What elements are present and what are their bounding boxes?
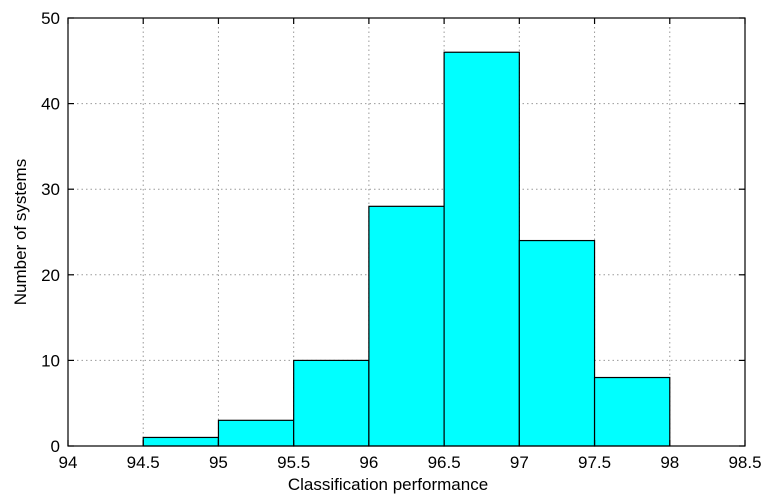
histogram-bar [443, 51, 520, 447]
y-tick-label: 10 [41, 351, 60, 370]
x-tick-label: 96.5 [428, 453, 461, 472]
x-tick-label: 97.5 [578, 453, 611, 472]
y-tick-label: 40 [41, 95, 60, 114]
x-tick-label: 96 [359, 453, 378, 472]
x-tick-label: 94.5 [127, 453, 160, 472]
x-tick-label: 98 [660, 453, 679, 472]
y-tick-label: 20 [41, 266, 60, 285]
x-axis-tick-labels: 94 94.5 95 95.5 96 96.5 97 97.5 98 98.5 [59, 453, 762, 472]
x-tick-label: 97 [510, 453, 529, 472]
y-axis-title: Number of systems [11, 159, 30, 305]
y-tick-label: 30 [41, 180, 60, 199]
axis-ticks [67, 17, 746, 447]
y-tick-label: 50 [41, 9, 60, 28]
y-axis-tick-labels: 0 10 20 30 40 50 [41, 9, 60, 456]
histogram-bar [593, 376, 671, 447]
histogram-bar [217, 419, 295, 447]
histogram-bar [518, 239, 596, 447]
y-tick-label: 0 [51, 437, 60, 456]
x-tick-label: 95 [209, 453, 228, 472]
plot-frame [67, 17, 746, 447]
x-tick-label: 98.5 [728, 453, 761, 472]
histogram-bar [142, 436, 220, 447]
x-tick-label: 95.5 [277, 453, 310, 472]
x-axis-title: Classification performance [288, 475, 488, 494]
x-tick-label: 94 [59, 453, 78, 472]
histogram-bar [293, 359, 370, 447]
histogram-bar [368, 205, 445, 447]
